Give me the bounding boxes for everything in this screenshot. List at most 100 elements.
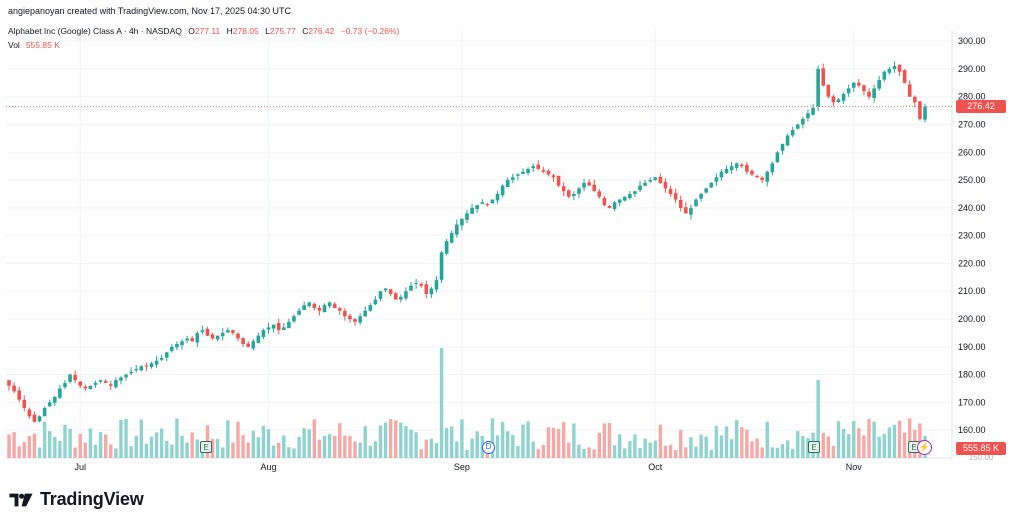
candle-body bbox=[704, 188, 708, 193]
brand[interactable]: TradingView bbox=[8, 489, 144, 510]
candle-body bbox=[226, 330, 230, 333]
candle-body bbox=[98, 380, 103, 382]
earnings-event-icon[interactable]: E bbox=[200, 441, 212, 453]
low-label: L bbox=[265, 26, 270, 36]
candle-body bbox=[170, 346, 174, 351]
volume-bar bbox=[327, 434, 332, 458]
volume-bar bbox=[277, 442, 281, 458]
volume-bar bbox=[836, 421, 841, 458]
volume-bar bbox=[694, 446, 698, 458]
y-tick-label: 280.00 bbox=[958, 92, 986, 102]
volume-bar bbox=[12, 432, 16, 458]
volume-bar bbox=[7, 434, 11, 458]
volume-bar bbox=[83, 442, 88, 458]
candle-body bbox=[684, 207, 688, 214]
y-tick-label: 200.00 bbox=[958, 314, 986, 324]
volume-bar bbox=[821, 433, 825, 458]
y-tick-label: 160.00 bbox=[958, 425, 986, 435]
volume-bar bbox=[154, 432, 159, 458]
volume-bar bbox=[846, 434, 851, 458]
volume-bar bbox=[551, 427, 556, 458]
candle-body bbox=[806, 113, 810, 119]
y-tick-label: 240.00 bbox=[958, 203, 986, 213]
volume-bar bbox=[506, 431, 510, 458]
volume-bar bbox=[511, 434, 515, 458]
volume-bar bbox=[282, 435, 286, 458]
y-tick-label: 220.00 bbox=[958, 258, 986, 268]
volume-bar bbox=[180, 435, 184, 458]
candle-body bbox=[475, 205, 479, 210]
volume-bar bbox=[175, 418, 179, 458]
candle-body bbox=[714, 177, 719, 182]
volume-bar bbox=[862, 435, 866, 458]
candle-body bbox=[190, 338, 194, 342]
volume-bar bbox=[378, 425, 383, 458]
candle-body bbox=[210, 334, 215, 339]
volume-bar bbox=[567, 442, 571, 458]
candle-body bbox=[251, 341, 256, 349]
candle-body bbox=[770, 163, 775, 173]
candle-body bbox=[37, 416, 42, 422]
volume-bar bbox=[638, 447, 642, 458]
candle-body bbox=[32, 414, 37, 422]
volume-bar bbox=[190, 432, 194, 458]
symbol-name[interactable]: Alphabet Inc (Google) Class A · 4h · NAS… bbox=[8, 26, 182, 36]
candle-body bbox=[205, 328, 210, 336]
candle-body bbox=[653, 177, 658, 181]
volume-bar bbox=[383, 422, 388, 458]
candle-body bbox=[887, 68, 892, 73]
candle-body bbox=[88, 385, 93, 390]
candle-body bbox=[577, 188, 581, 194]
candle-body bbox=[602, 197, 607, 206]
dividend-event-icon[interactable]: D bbox=[482, 441, 495, 454]
candle-body bbox=[699, 193, 703, 199]
candle-body bbox=[399, 296, 403, 300]
volume-bar bbox=[465, 449, 469, 458]
candle-body bbox=[114, 380, 118, 388]
volume-bar bbox=[908, 418, 912, 458]
symbol-legend: Alphabet Inc (Google) Class A · 4h · NAS… bbox=[8, 26, 403, 36]
volume-bar bbox=[103, 434, 108, 458]
split-event-icon[interactable]: ⚡ bbox=[917, 440, 932, 455]
volume-bar bbox=[53, 436, 57, 458]
candle-body bbox=[841, 93, 846, 101]
volume-bar bbox=[867, 419, 871, 458]
candle-body bbox=[719, 171, 724, 178]
volume-bar bbox=[673, 449, 678, 458]
candle-body bbox=[292, 316, 296, 322]
volume-bar bbox=[577, 444, 581, 458]
volume-bar bbox=[872, 421, 876, 458]
candle-body bbox=[816, 68, 820, 107]
open-label: O bbox=[188, 26, 195, 36]
volume-bar bbox=[704, 436, 708, 458]
candle-body bbox=[877, 80, 881, 89]
volume-bar bbox=[368, 445, 373, 458]
volume-bar bbox=[902, 432, 907, 458]
earnings-event-icon[interactable]: E bbox=[808, 441, 820, 453]
volume-bar bbox=[536, 449, 540, 458]
volume-bar bbox=[806, 437, 810, 458]
candle-body bbox=[58, 388, 62, 398]
candle-body bbox=[434, 280, 439, 290]
candle-body bbox=[73, 374, 77, 381]
volume-bar bbox=[22, 442, 26, 458]
candle-body bbox=[913, 96, 917, 103]
volume-bar bbox=[32, 433, 37, 458]
volume-bar bbox=[648, 442, 652, 458]
candle-body bbox=[582, 182, 586, 188]
y-tick-label: 210.00 bbox=[958, 286, 986, 296]
volume-label[interactable]: Vol bbox=[8, 40, 20, 50]
volume-bar bbox=[149, 436, 154, 458]
candle-body bbox=[561, 186, 566, 192]
candle-body bbox=[470, 207, 474, 214]
candle-body bbox=[307, 302, 312, 306]
volume-bar bbox=[17, 446, 21, 458]
candle-body bbox=[414, 282, 418, 285]
candle-body bbox=[597, 191, 602, 197]
candle-body bbox=[261, 330, 266, 338]
volume-bar bbox=[215, 438, 220, 458]
volume-bar bbox=[231, 442, 235, 458]
candle-body bbox=[612, 202, 617, 209]
volume-bar bbox=[388, 419, 393, 458]
